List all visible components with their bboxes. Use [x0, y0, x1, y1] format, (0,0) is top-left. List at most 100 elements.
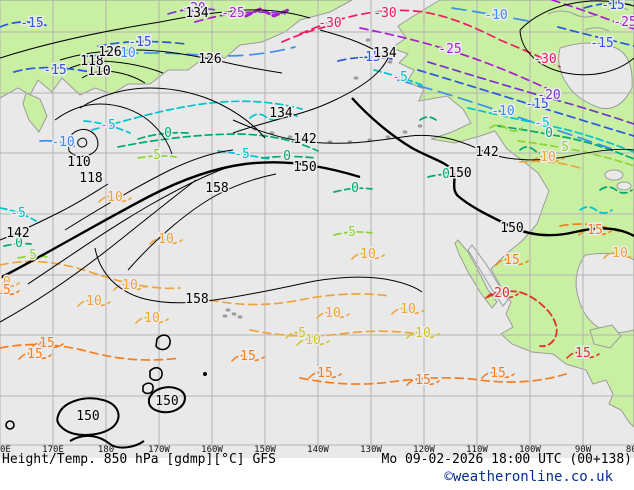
contour-label: 150 [500, 221, 523, 236]
contour-label: 5 [348, 225, 356, 240]
longitude-label: 90W [575, 445, 592, 455]
contour-label: -15 [43, 63, 66, 78]
land-north-america [390, 0, 634, 428]
contour-label: 10 [0, 275, 11, 290]
longitude-label: 160E [0, 445, 11, 455]
contour-label: -5 [100, 118, 116, 133]
longitude-label: 80W [626, 445, 634, 455]
contour-label: 150 [155, 394, 178, 409]
contour-label: 5 [29, 248, 37, 263]
longitude-label: 130W [360, 445, 382, 455]
copyright: ©weatheronline.co.uk [444, 469, 613, 485]
contour-label: 158 [205, 181, 228, 196]
contour-label: -20 [182, 1, 205, 16]
longitude-label: 110W [466, 445, 488, 455]
landmasses [0, 0, 634, 428]
contour-label: -10 [112, 46, 135, 61]
longitude-label: 180 [98, 445, 114, 455]
contour-label: -10 [484, 8, 507, 23]
contour-label: 150 [293, 160, 316, 175]
contour-label: 110 [67, 155, 90, 170]
contour-label: 15 [415, 373, 431, 388]
contour-label: 150 [448, 166, 471, 181]
contour-label: -5 [10, 206, 26, 221]
contour-label: 142 [6, 226, 29, 241]
hudson-bay [558, 42, 633, 110]
contour-label: 126 [198, 52, 221, 67]
contour-label: 15 [240, 349, 256, 364]
contour-label: 134 [269, 106, 293, 121]
temperature-contours [0, 0, 634, 386]
contour-label: -25 [438, 42, 461, 57]
longitude-label: 170E [42, 445, 64, 455]
weather-map: -15-15-15-15-15-15-15-20-20-25-25-25-30-… [0, 0, 634, 458]
longitude-label: 170W [148, 445, 170, 455]
contour-label: -10 [51, 135, 74, 150]
contour-label: -15 [525, 97, 548, 112]
contour-label: 10 [305, 333, 321, 348]
contour-label: -25 [613, 15, 634, 30]
contour-label: 126 [98, 45, 121, 60]
contour-label: 0 [283, 149, 291, 164]
longitude-labels: 160E 170E 180 170W 160W 150W 140W 130W 120W 110W 1… [0, 445, 634, 455]
contour-label: 10 [107, 190, 123, 205]
contour-label: 0 [351, 181, 359, 196]
contour-label: 10 [325, 306, 341, 321]
contour-label: 0 [545, 126, 553, 141]
contour-label: 110 [87, 64, 110, 79]
great-lakes [616, 181, 632, 191]
contour-label: 5 [153, 148, 161, 163]
contour-label: 15 [587, 223, 603, 238]
contour-label: 15 [39, 336, 55, 351]
marginal-waters [467, 7, 634, 334]
contour-label: 10 [144, 311, 160, 326]
contour-label: 15 [504, 253, 520, 268]
land-yucatan [589, 324, 622, 349]
great-lakes [604, 169, 624, 181]
contour-label: -10 [491, 104, 514, 119]
contour-label: 134 [185, 6, 209, 21]
contour-label: -30 [373, 6, 396, 21]
contour-labels: -15-15-15-15-15-15-15-20-20-25-25-25-30-… [0, 0, 634, 426]
height-contours [0, 0, 634, 449]
contour-label: -15 [590, 36, 613, 51]
contour-label: 10 [415, 326, 431, 341]
contour-label: 158 [185, 292, 208, 307]
longitude-label: 160W [201, 445, 223, 455]
contour-label: 15 [317, 366, 333, 381]
contour-label: 0 [164, 126, 172, 141]
contour-label: 0 [15, 236, 23, 251]
longitude-label: 120W [413, 445, 435, 455]
forecast-datetime: Mo 09-02-2026 18:00 UTC (00+138) [381, 452, 632, 467]
contour-label: 15 [27, 347, 43, 362]
longitude-label: 100W [519, 445, 541, 455]
contour-label: -25 [221, 6, 244, 21]
contour-label: 118 [80, 54, 103, 69]
contour-label: -15 [128, 35, 151, 50]
land-kamchatka [22, 92, 48, 133]
longitude-label: 140W [307, 445, 329, 455]
longitude-label: 150W [254, 445, 276, 455]
land-baja-california [454, 239, 498, 309]
contour-label: 10 [360, 247, 376, 262]
contour-label: 5 [561, 140, 569, 155]
contour-label: 142 [475, 145, 498, 160]
contour-label: -5 [234, 147, 250, 162]
contour-label: 134 [373, 46, 397, 61]
contour-label: -15 [20, 16, 43, 31]
contour-label: 10 [158, 232, 174, 247]
contour-label: 10 [122, 278, 138, 293]
land-siberia [0, 0, 353, 99]
contour-label: 15 [490, 366, 506, 381]
contour-label: 10 [400, 302, 416, 317]
contour-label: -20 [537, 88, 560, 103]
contour-label: 20 [494, 286, 510, 301]
contour-label: -5 [534, 116, 550, 131]
contour-label: 5 [298, 326, 306, 341]
contour-label: -5 [392, 70, 408, 85]
contour-label: 0 [442, 167, 450, 182]
contour-label: -30 [318, 16, 341, 31]
contour-label: 15 [575, 346, 591, 361]
contour-label: -30 [533, 52, 556, 67]
